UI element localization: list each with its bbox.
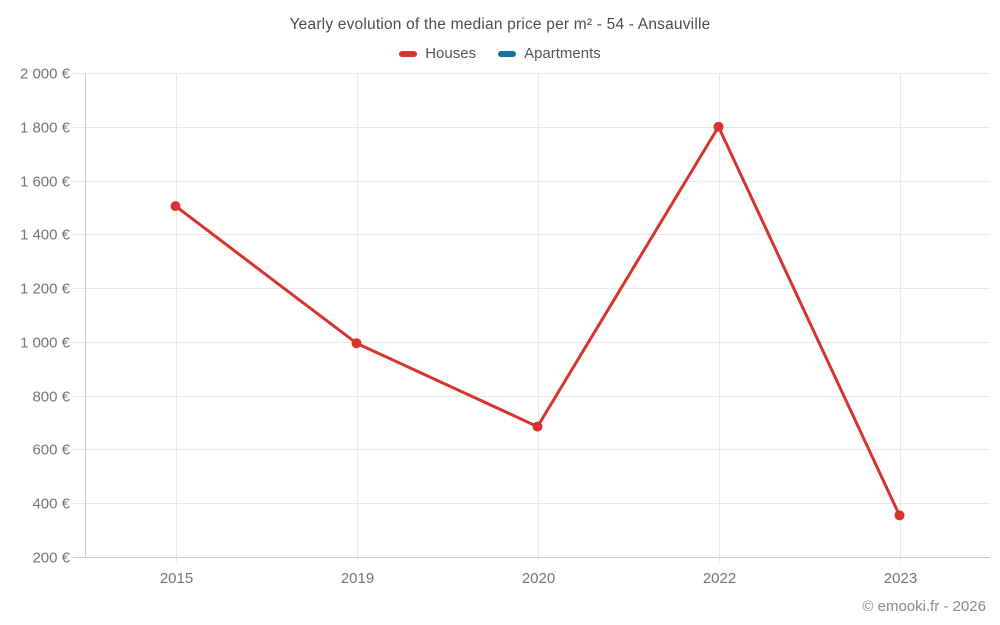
y-tick-label: 1 200 €: [20, 281, 71, 298]
chart-legend: Houses Apartments: [0, 45, 1000, 62]
series-line-houses: [174, 125, 901, 517]
y-tick-label: 800 €: [32, 389, 70, 406]
y-tick-label: 1 800 €: [20, 120, 71, 137]
copyright-credit: © emooki.fr - 2026: [862, 598, 986, 615]
y-tick-label: 600 €: [32, 442, 70, 459]
y-tick-label: 1 600 €: [20, 174, 71, 191]
x-tick-label: 2019: [341, 570, 374, 587]
legend-swatch-houses: [399, 50, 418, 57]
chart-title: Yearly evolution of the median price per…: [289, 16, 711, 33]
y-tick-label: 400 €: [32, 496, 70, 513]
x-tick-label: 2022: [703, 570, 736, 587]
data-point-houses: [170, 201, 181, 212]
legend-swatch-apartments: [498, 50, 517, 57]
y-tick-label: 1 400 €: [20, 227, 71, 244]
x-tick-label: 2020: [522, 570, 555, 587]
legend-label: Apartments: [524, 45, 601, 62]
y-tick-label: 200 €: [32, 550, 70, 567]
data-point-houses: [713, 121, 724, 132]
y-tick-label: 1 000 €: [20, 335, 71, 352]
data-point-houses: [351, 338, 362, 349]
x-tick-label: 2015: [160, 570, 193, 587]
y-tick-label: 2 000 €: [20, 66, 71, 83]
legend-item-apartments[interactable]: Apartments: [498, 45, 601, 62]
x-tick-label: 2023: [884, 570, 917, 587]
data-point-houses: [894, 510, 905, 521]
legend-label: Houses: [425, 45, 477, 62]
data-point-houses: [532, 421, 543, 432]
legend-item-houses[interactable]: Houses: [399, 45, 476, 62]
